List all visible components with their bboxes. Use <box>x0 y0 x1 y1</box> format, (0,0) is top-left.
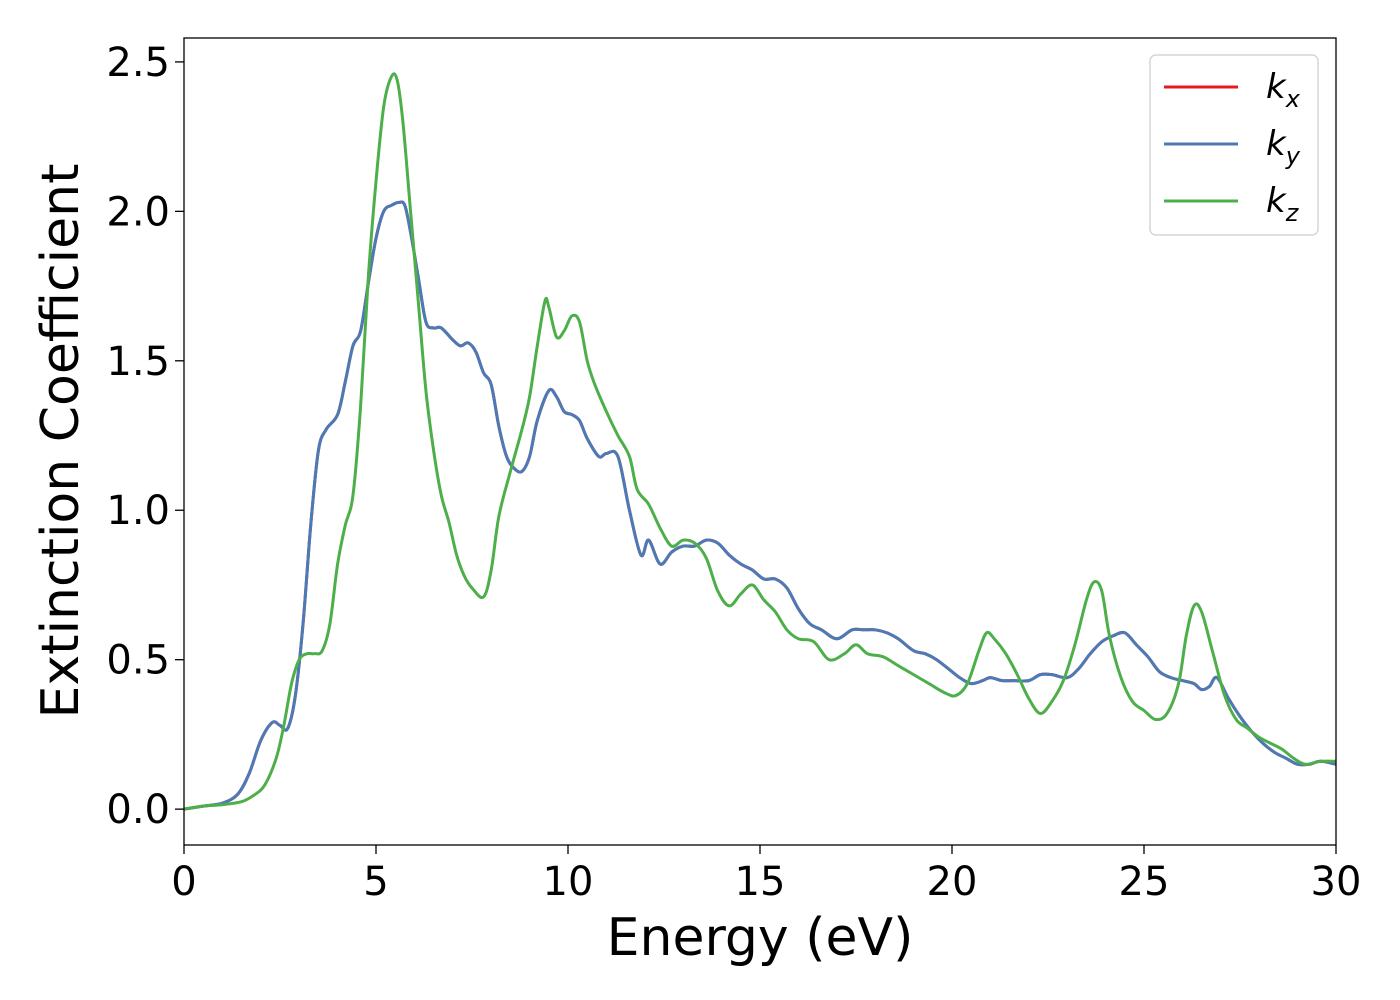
y-tick-label: 1.5 <box>106 339 170 385</box>
x-tick-label: 10 <box>543 859 594 905</box>
x-tick-label: 5 <box>363 859 388 905</box>
x-axis-label: Energy (eV) <box>607 908 914 968</box>
x-tick-label: 20 <box>927 859 978 905</box>
series-layer <box>184 72 1336 811</box>
series-line-k-z <box>184 72 1336 811</box>
y-tick-label: 0.5 <box>106 638 170 684</box>
x-tick-label: 0 <box>171 859 196 905</box>
legend-label-y: ky <box>1266 124 1301 170</box>
y-tick-label: 2.5 <box>106 40 170 86</box>
legend: kx ky kz <box>1149 54 1319 236</box>
legend-label-z: kz <box>1266 181 1300 227</box>
y-tick-label: 2.0 <box>106 189 170 235</box>
x-tick-label: 15 <box>735 859 786 905</box>
y-tick-label: 0.0 <box>106 787 170 833</box>
x-tick-label: 30 <box>1311 859 1362 905</box>
x-axis: 0 5 10 15 20 25 30 <box>171 845 1361 905</box>
y-axis-label: Extinction Coefficient <box>31 164 91 719</box>
y-axis: 0.0 0.5 1.0 1.5 2.0 2.5 <box>106 40 184 833</box>
legend-label-x: kx <box>1266 67 1301 113</box>
y-tick-label: 1.0 <box>106 488 170 534</box>
x-tick-label: 25 <box>1119 859 1170 905</box>
